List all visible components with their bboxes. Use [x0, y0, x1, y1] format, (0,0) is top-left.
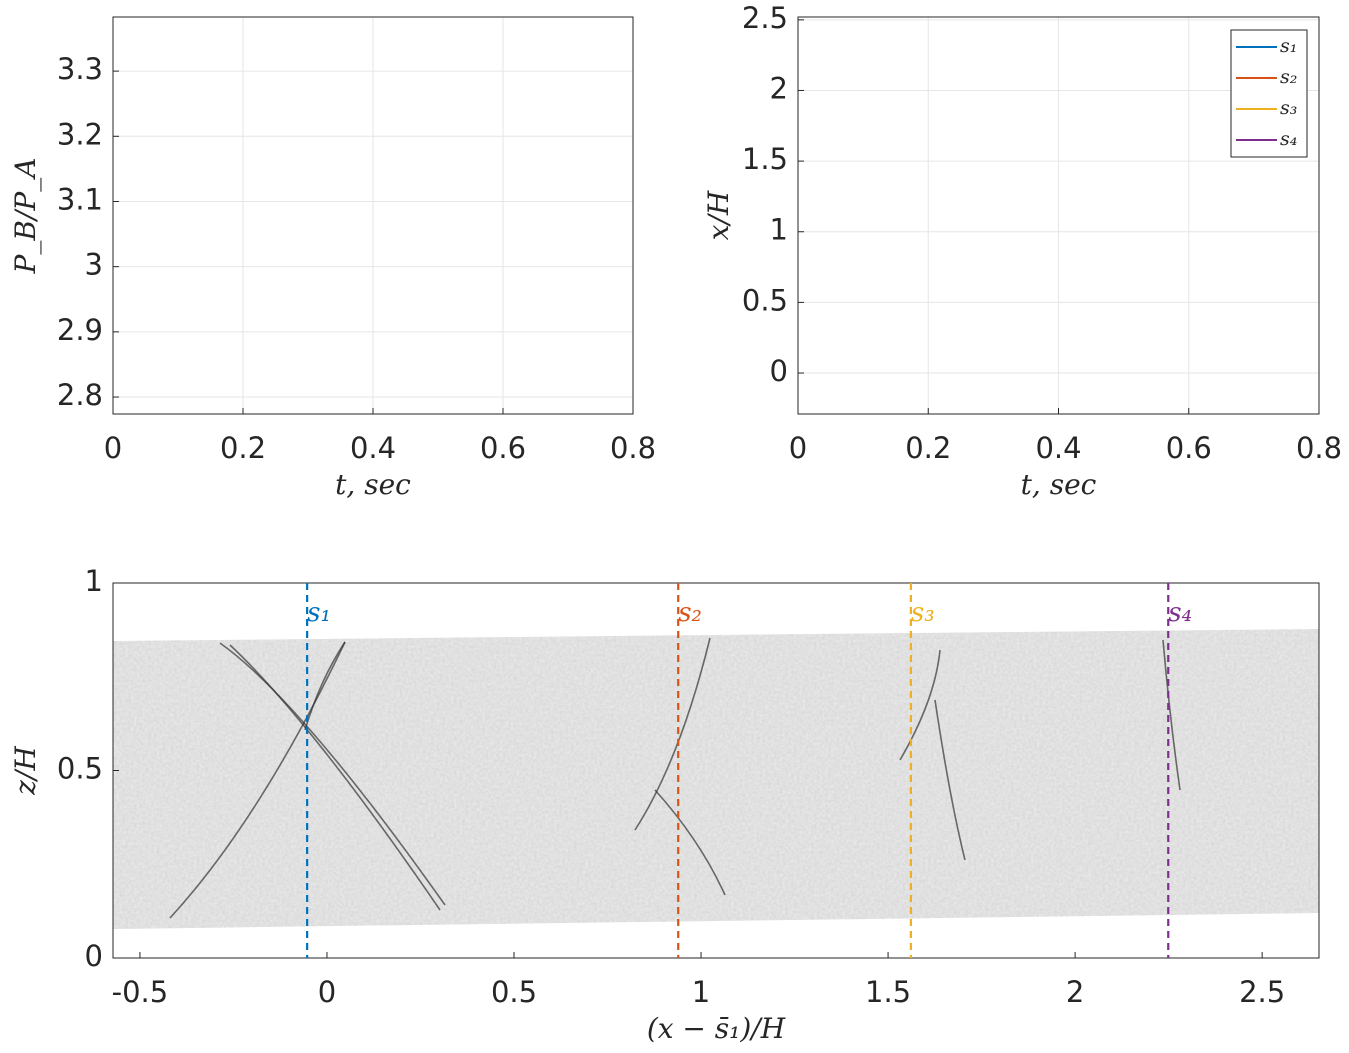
legend-label: s₁: [1280, 35, 1297, 57]
y-tick-label: 0.5: [742, 283, 788, 317]
x-axis-label: t, sec: [1021, 468, 1097, 501]
x-axis-label: t, sec: [335, 468, 411, 501]
marker-label: s₁: [307, 598, 331, 628]
legend-label: s₄: [1280, 128, 1297, 150]
y-tick-label: 3.3: [57, 52, 103, 86]
x-tick-label: 0.6: [1166, 431, 1212, 465]
y-tick-label: 0: [770, 354, 788, 388]
y-tick-label: 0.5: [57, 752, 103, 786]
x-tick-label: 1.5: [865, 975, 911, 1009]
shock-wave: [1162, 639, 1181, 791]
y-tick-label: 3.2: [57, 117, 103, 151]
y-tick-label: 3: [85, 248, 103, 282]
axes-box: [112, 16, 634, 415]
x-tick-label: 0.2: [905, 431, 951, 465]
shock-wave: [169, 641, 346, 919]
x-tick-label: 0: [789, 431, 807, 465]
marker-label: s₂: [678, 598, 702, 628]
shock-wave: [934, 699, 966, 861]
x-tick-label: 2: [1066, 975, 1084, 1009]
shock-wave: [219, 642, 446, 906]
x-tick-label: 0.4: [1035, 431, 1081, 465]
x-tick-label: 0: [318, 975, 336, 1009]
x-tick-label: 0: [104, 431, 122, 465]
legend-label: s₃: [1280, 97, 1297, 119]
x-tick-label: 0.6: [480, 431, 526, 465]
legend-box: [1230, 29, 1308, 158]
x-tick-label: 0.8: [610, 431, 656, 465]
axes-box: [112, 582, 1320, 959]
y-axis-label: P_B/P_A: [9, 158, 42, 275]
y-tick-label: 2.9: [57, 313, 103, 347]
marker-label: s₃: [911, 598, 935, 628]
y-tick-label: 1.5: [742, 142, 788, 176]
y-tick-label: 3.1: [57, 182, 103, 216]
y-axis-label: z/H: [9, 746, 42, 796]
x-tick-label: -0.5: [112, 975, 169, 1009]
y-axis-label: x/H: [702, 190, 735, 240]
axes-box: [797, 16, 1320, 415]
x-tick-label: 0.8: [1296, 431, 1342, 465]
x-tick-label: 2.5: [1239, 975, 1285, 1009]
shock-wave: [899, 649, 941, 761]
y-tick-label: 2.8: [57, 378, 103, 412]
shock-wave: [634, 637, 711, 831]
x-tick-label: 0.5: [491, 975, 537, 1009]
x-tick-label: 0.4: [350, 431, 396, 465]
shock-wave: [229, 644, 441, 911]
shock-wave: [654, 789, 726, 896]
x-axis-label: (x − s̄₁)/H: [647, 1012, 786, 1045]
schlieren-texture: [113, 629, 1319, 929]
marker-label: s₄: [1168, 598, 1192, 628]
y-tick-label: 2: [770, 71, 788, 105]
x-tick-label: 0.2: [220, 431, 266, 465]
y-tick-label: 0: [85, 939, 103, 973]
y-tick-label: 1: [770, 213, 788, 247]
legend-label: s₂: [1280, 66, 1297, 88]
y-tick-label: 1: [85, 564, 103, 598]
y-tick-label: 2.5: [742, 1, 788, 35]
x-tick-label: 1: [692, 975, 710, 1009]
